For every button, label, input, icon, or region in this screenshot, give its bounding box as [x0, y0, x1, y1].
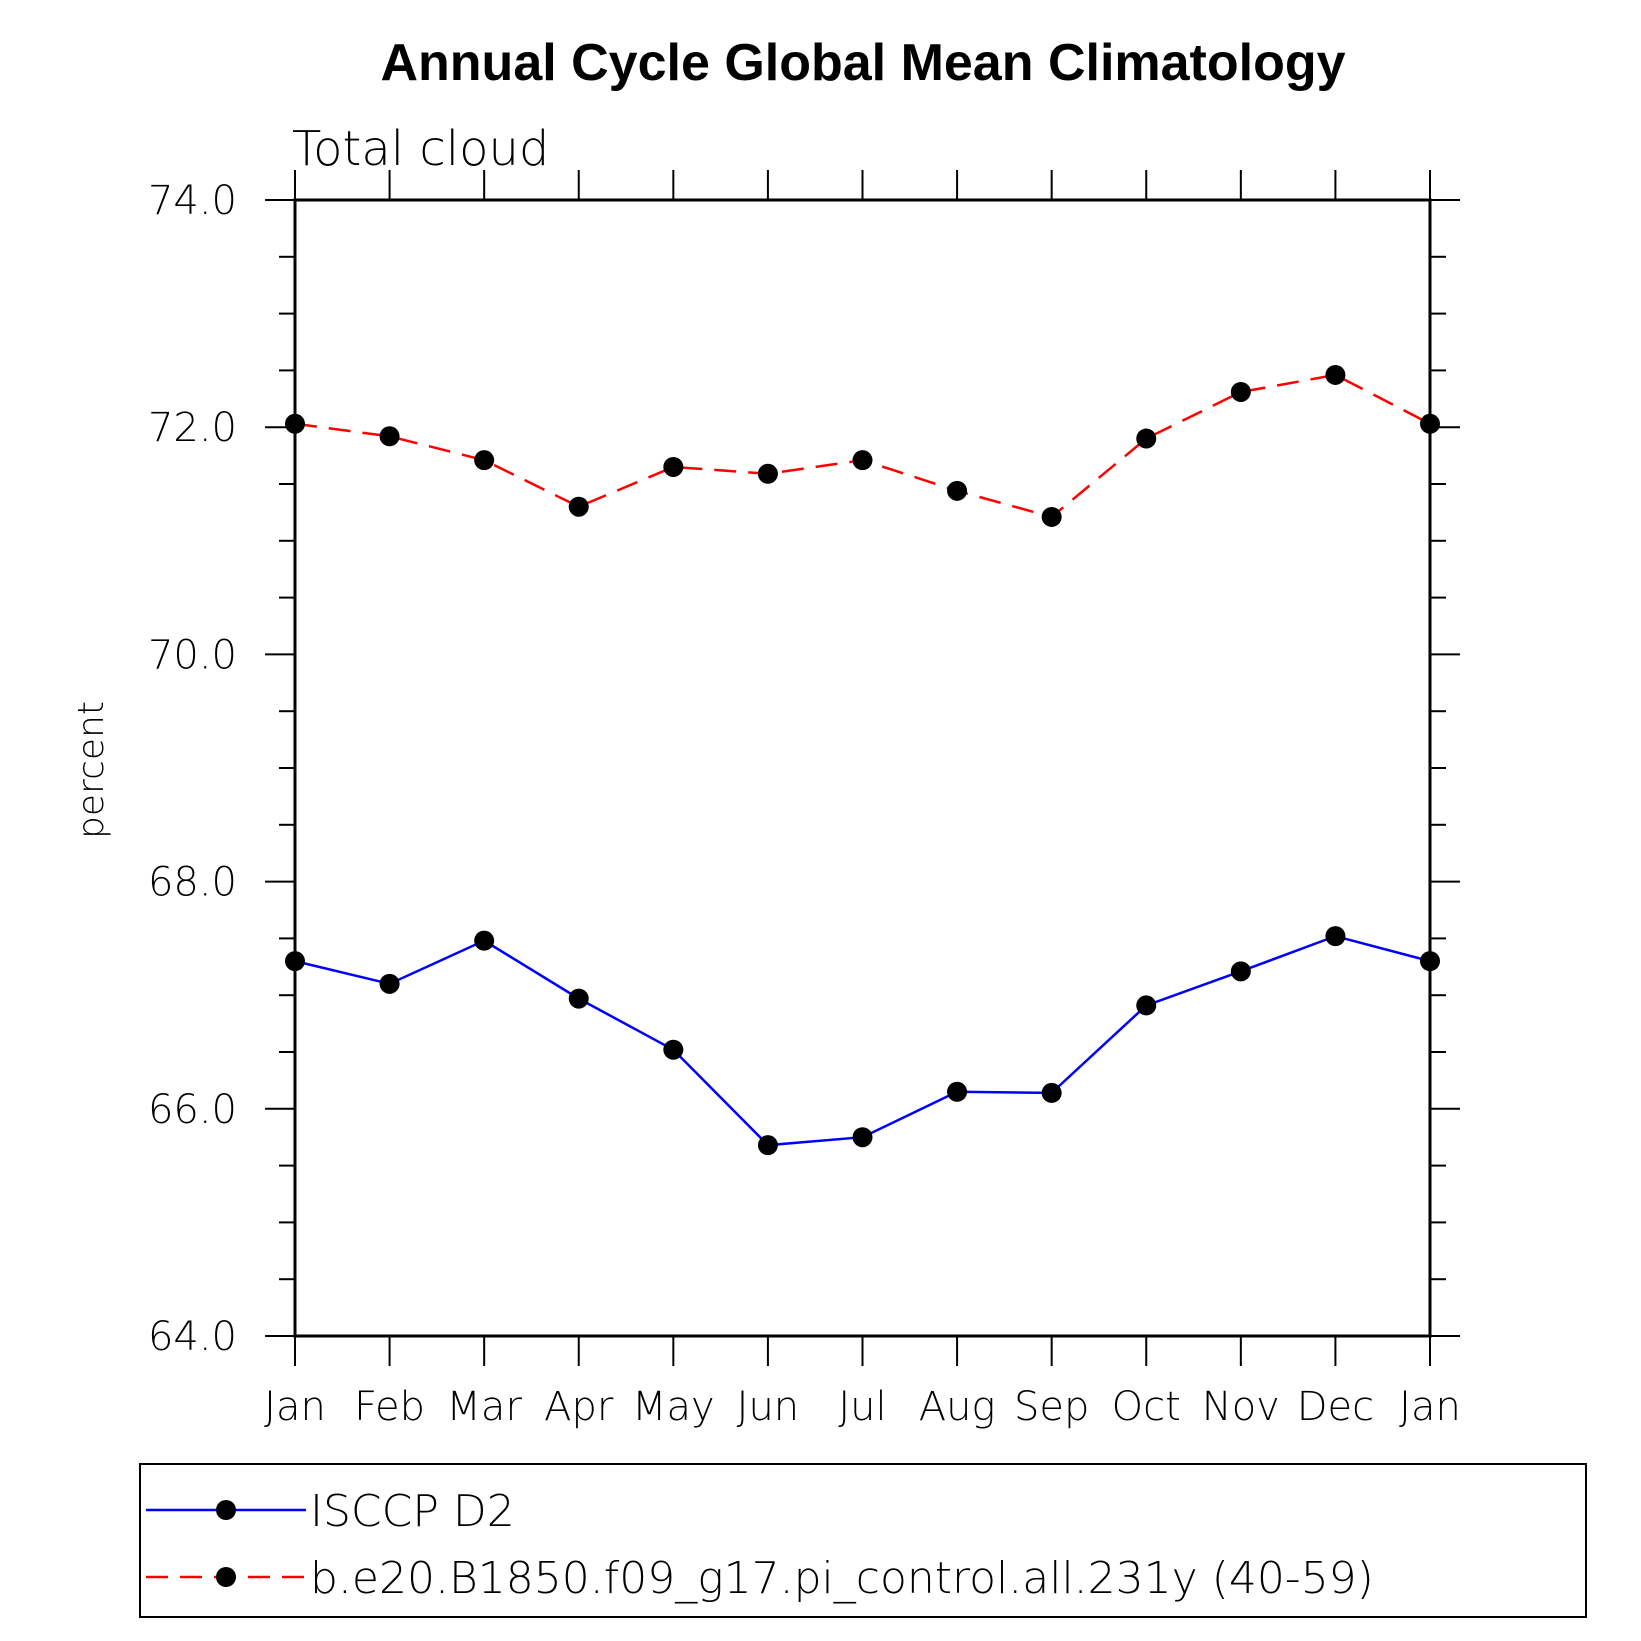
data-point	[1230, 381, 1251, 402]
x-tick-label: Apr	[544, 1384, 614, 1430]
y-tick-label: 64.0	[148, 1314, 237, 1360]
series-line-2	[294, 373, 1431, 519]
data-point	[1325, 364, 1346, 385]
series-line-1	[294, 934, 1431, 1147]
data-point	[1041, 506, 1062, 527]
chart-subtitle: Total cloud	[292, 121, 549, 177]
data-point	[947, 480, 968, 501]
data-point	[1420, 951, 1440, 972]
data-point	[379, 973, 400, 994]
plot-frame	[293, 198, 1432, 1338]
y-tick-label: 70.0	[148, 632, 237, 678]
data-point	[474, 930, 495, 951]
data-point	[1041, 1082, 1062, 1103]
x-tick-label: Sep	[1014, 1384, 1089, 1430]
legend: ISCCP D2 b.e20.B1850.f09_g17.pi_control.a…	[139, 1463, 1587, 1618]
plot-border	[293, 198, 1432, 1338]
y-axis: 64.0 66.0 68.0 70.0 72.0 74.0	[148, 178, 1460, 1360]
data-point	[1325, 926, 1346, 947]
legend-label-1: ISCCP D2	[310, 1486, 515, 1537]
data-point	[1136, 995, 1157, 1016]
x-tick-label: Jun	[737, 1384, 800, 1430]
data-point	[285, 413, 305, 434]
data-point	[568, 988, 589, 1009]
data-point	[663, 456, 684, 477]
data-point	[852, 450, 873, 471]
x-tick-label: Jan	[264, 1384, 326, 1430]
data-point	[757, 1135, 778, 1156]
x-tick-label: Mar	[446, 1384, 522, 1430]
data-point	[1230, 961, 1251, 982]
data-point	[568, 496, 589, 517]
y-tick-label: 66.0	[148, 1087, 237, 1133]
y-tick-label: 74.0	[148, 178, 237, 224]
data-point	[1136, 428, 1157, 449]
data-point	[474, 450, 495, 471]
data-point	[379, 426, 400, 447]
x-tick-label: Feb	[354, 1384, 425, 1430]
legend-marker-1	[216, 1500, 236, 1520]
x-tick-label: Aug	[919, 1384, 996, 1430]
chart-title: Annual Cycle Global Mean Climatology	[380, 34, 1345, 92]
x-axis: Jan Feb Mar Apr May Jun Jul Aug Sep Oct Nov Dec Jan	[264, 170, 1461, 1430]
x-tick-label: Oct	[1112, 1384, 1181, 1430]
y-tick-label: 72.0	[148, 405, 237, 451]
data-point	[757, 463, 778, 484]
series-group	[285, 364, 1440, 1156]
legend-label-2: b.e20.B1850.f09_g17.pi_control.all.231y …	[310, 1553, 1374, 1604]
y-axis-label: percent	[71, 701, 112, 839]
x-tick-label: May	[632, 1384, 715, 1430]
y-tick-label: 68.0	[148, 860, 237, 906]
data-point	[1420, 413, 1440, 434]
x-tick-label: Dec	[1297, 1384, 1374, 1430]
x-tick-label: Jan	[1399, 1384, 1461, 1430]
data-point	[947, 1081, 968, 1102]
x-tick-label: Jul	[838, 1384, 886, 1430]
legend-marker-2	[216, 1567, 236, 1587]
legend-box	[139, 1463, 1587, 1618]
data-point	[285, 951, 305, 972]
data-point	[852, 1127, 873, 1148]
x-tick-label: Nov	[1202, 1384, 1280, 1430]
data-point	[663, 1039, 684, 1060]
